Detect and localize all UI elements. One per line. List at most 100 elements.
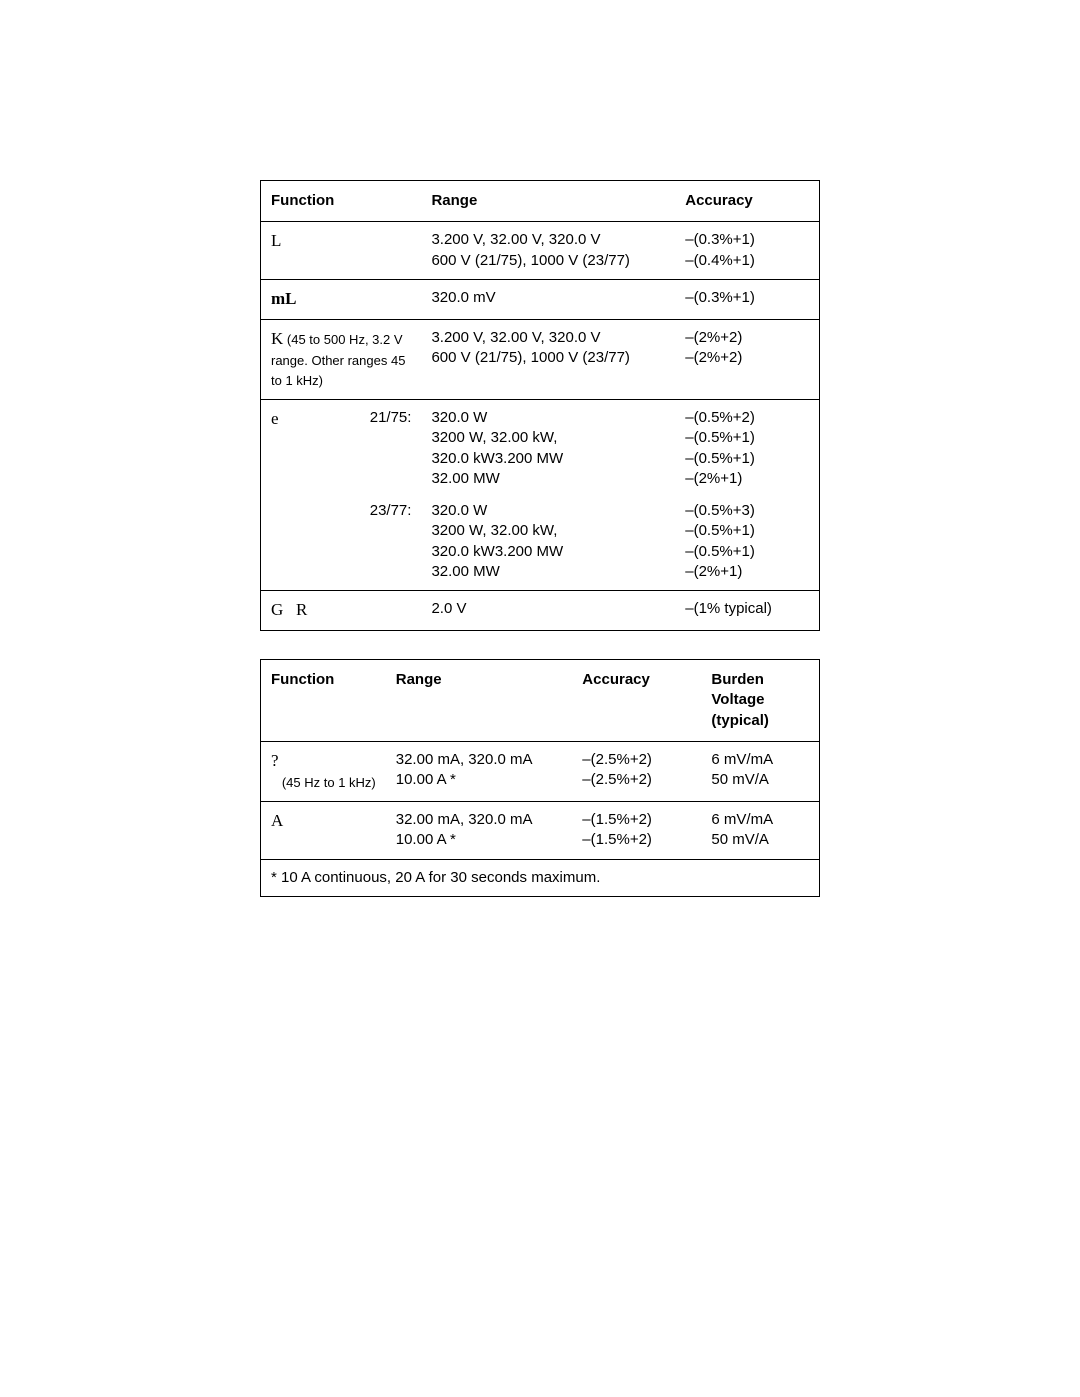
function-symbol: K: [271, 329, 283, 348]
range-cell: 32.00 mA, 320.0 mA 10.00 A *: [386, 741, 573, 801]
range-cell: 32.00 mA, 320.0 mA 10.00 A *: [386, 802, 573, 860]
accuracy-line: –(2.5%+2): [582, 770, 691, 790]
burden-cell: 6 mV/mA 50 mV/A: [701, 802, 819, 860]
page: Function Range Accuracy L 3.200 V, 32.00…: [0, 0, 1080, 897]
range-line: 320.0 mV: [431, 288, 665, 308]
accuracy-line: –(1.5%+2): [582, 830, 691, 850]
table1-row: G R 2.0 V –(1% typical): [261, 591, 820, 631]
table1-header-row: Function Range Accuracy: [261, 181, 820, 222]
range-line: 600 V (21/75), 1000 V (23/77): [431, 251, 665, 271]
range-cell: 3.200 V, 32.00 V, 320.0 V 600 V (21/75),…: [421, 319, 675, 399]
table1-header-function: Function: [261, 181, 422, 222]
range-line: 3200 W, 32.00 kW,: [431, 521, 665, 541]
accuracy-line: –(0.5%+3): [685, 501, 809, 521]
function-cell: L: [261, 222, 422, 280]
function-cell: mL: [261, 279, 422, 319]
accuracy-cell: –(1.5%+2) –(1.5%+2): [572, 802, 701, 860]
range-line: 600 V (21/75), 1000 V (23/77): [431, 348, 665, 368]
function-cell: e: [261, 400, 360, 498]
accuracy-cell: –(1% typical): [675, 591, 819, 631]
accuracy-line: –(2%+2): [685, 328, 809, 348]
accuracy-cell: –(2%+2) –(2%+2): [675, 319, 819, 399]
accuracy-line: –(2%+1): [685, 562, 809, 582]
range-line: 320.0 W: [431, 501, 665, 521]
accuracy-line: –(0.4%+1): [685, 251, 809, 271]
table2-footnote-row: * 10 A continuous, 20 A for 30 seconds m…: [261, 859, 820, 896]
function-cell: A: [261, 802, 386, 860]
table1-row: e 21/75: 320.0 W 3200 W, 32.00 kW, 320.0…: [261, 400, 820, 498]
table1-row: K (45 to 500 Hz, 3.2 V range. Other rang…: [261, 319, 820, 399]
function-cell: G R: [261, 591, 422, 631]
range-line: 320.0 kW3.200 MW: [431, 542, 665, 562]
range-line: 32.00 mA, 320.0 mA: [396, 810, 563, 830]
table2-row: ? (45 Hz to 1 kHz) 32.00 mA, 320.0 mA 10…: [261, 741, 820, 801]
function-symbol: mL: [271, 289, 297, 308]
function-sub-cell: 23/77:: [360, 497, 422, 591]
function-symbol: ?: [271, 751, 279, 770]
range-line: 32.00 mA, 320.0 mA: [396, 750, 563, 770]
function-cell: [261, 497, 360, 591]
accuracy-cell: –(0.3%+1) –(0.4%+1): [675, 222, 819, 280]
table1-row: L 3.200 V, 32.00 V, 320.0 V 600 V (21/75…: [261, 222, 820, 280]
table2-header-function: Function: [261, 660, 386, 742]
table2-footnote: * 10 A continuous, 20 A for 30 seconds m…: [261, 859, 820, 896]
function-sub-label: 23/77:: [370, 502, 412, 519]
table2-header-accuracy: Accuracy: [572, 660, 701, 742]
accuracy-line: –(1.5%+2): [582, 810, 691, 830]
accuracy-line: –(0.5%+2): [685, 408, 809, 428]
burden-cell: 6 mV/mA 50 mV/A: [701, 741, 819, 801]
function-sub-label: 21/75:: [370, 409, 412, 426]
table1-row: 23/77: 320.0 W 3200 W, 32.00 kW, 320.0 k…: [261, 497, 820, 591]
table1-header-accuracy: Accuracy: [675, 181, 819, 222]
table1-header-range: Range: [421, 181, 675, 222]
function-symbol: L: [271, 231, 281, 250]
range-line: 10.00 A *: [396, 830, 563, 850]
range-cell: 3.200 V, 32.00 V, 320.0 V 600 V (21/75),…: [421, 222, 675, 280]
function-cell: K (45 to 500 Hz, 3.2 V range. Other rang…: [261, 319, 422, 399]
range-line: 32.00 MW: [431, 562, 665, 582]
table2-header-row: Function Range Accuracy Burden Voltage (…: [261, 660, 820, 742]
range-cell: 320.0 W 3200 W, 32.00 kW, 320.0 kW3.200 …: [421, 400, 675, 498]
accuracy-cell: –(2.5%+2) –(2.5%+2): [572, 741, 701, 801]
specs-table-1: Function Range Accuracy L 3.200 V, 32.00…: [260, 180, 820, 631]
function-symbol: G R: [271, 600, 307, 619]
function-cell: ? (45 Hz to 1 kHz): [261, 741, 386, 801]
accuracy-line: –(0.5%+1): [685, 542, 809, 562]
burden-line: 6 mV/mA: [711, 810, 809, 830]
accuracy-line: –(2%+2): [685, 348, 809, 368]
accuracy-cell: –(0.3%+1): [675, 279, 819, 319]
specs-table-2: Function Range Accuracy Burden Voltage (…: [260, 659, 820, 897]
range-cell: 320.0 W 3200 W, 32.00 kW, 320.0 kW3.200 …: [421, 497, 675, 591]
accuracy-line: –(0.5%+1): [685, 428, 809, 448]
accuracy-line: –(2.5%+2): [582, 750, 691, 770]
range-line: 2.0 V: [431, 599, 665, 619]
table2-header-range: Range: [386, 660, 573, 742]
accuracy-line: –(2%+1): [685, 469, 809, 489]
accuracy-line: –(0.5%+1): [685, 521, 809, 541]
table1-row: mL 320.0 mV –(0.3%+1): [261, 279, 820, 319]
range-line: 320.0 kW3.200 MW: [431, 449, 665, 469]
range-line: 320.0 W: [431, 408, 665, 428]
range-line: 3.200 V, 32.00 V, 320.0 V: [431, 328, 665, 348]
range-cell: 2.0 V: [421, 591, 675, 631]
burden-line: 50 mV/A: [711, 830, 809, 850]
accuracy-cell: –(0.5%+3) –(0.5%+1) –(0.5%+1) –(2%+1): [675, 497, 819, 591]
accuracy-cell: –(0.5%+2) –(0.5%+1) –(0.5%+1) –(2%+1): [675, 400, 819, 498]
table2-header-burden: Burden Voltage (typical): [701, 660, 819, 742]
accuracy-line: –(0.3%+1): [685, 230, 809, 250]
burden-line: 6 mV/mA: [711, 750, 809, 770]
table2-row: A 32.00 mA, 320.0 mA 10.00 A * –(1.5%+2)…: [261, 802, 820, 860]
accuracy-line: –(0.3%+1): [685, 288, 809, 308]
accuracy-line: –(1% typical): [685, 599, 809, 619]
function-sub-cell: 21/75:: [360, 400, 422, 498]
range-line: 10.00 A *: [396, 770, 563, 790]
accuracy-line: –(0.5%+1): [685, 449, 809, 469]
function-symbol: e: [271, 409, 279, 428]
function-note: (45 to 500 Hz, 3.2 V range. Other ranges…: [271, 332, 405, 388]
table-gap: [260, 631, 820, 659]
function-note: (45 Hz to 1 kHz): [271, 775, 376, 790]
burden-line: 50 mV/A: [711, 770, 809, 790]
range-line: 32.00 MW: [431, 469, 665, 489]
range-line: 3200 W, 32.00 kW,: [431, 428, 665, 448]
range-line: 3.200 V, 32.00 V, 320.0 V: [431, 230, 665, 250]
